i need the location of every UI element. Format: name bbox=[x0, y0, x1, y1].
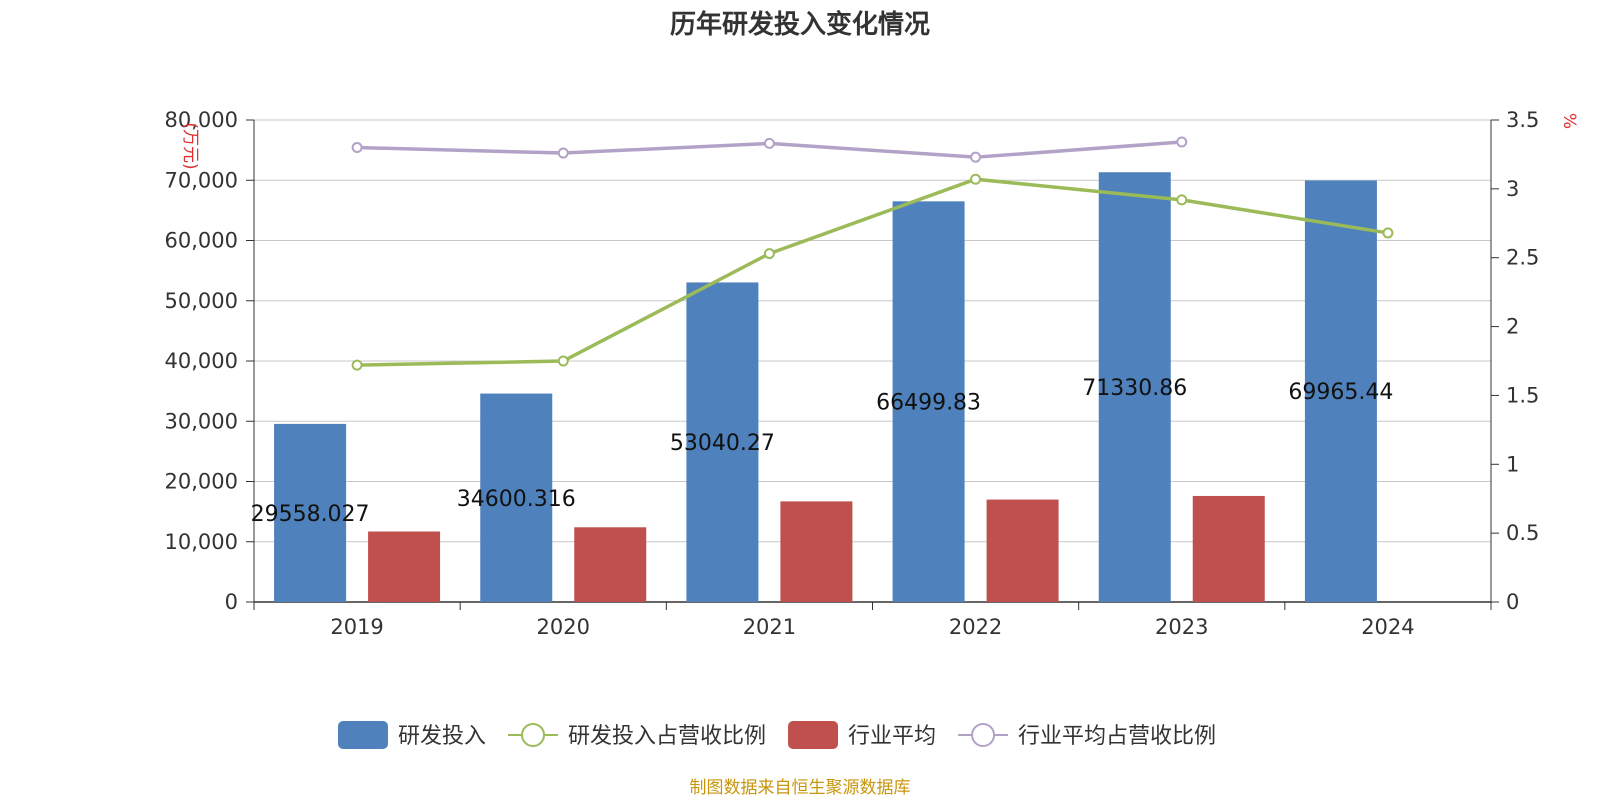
right-tick-label: 1.5 bbox=[1506, 383, 1539, 407]
left-axis-unit: (万元) bbox=[180, 122, 200, 169]
data-label: 71330.86 bbox=[1082, 376, 1187, 401]
legend-swatch bbox=[338, 721, 388, 749]
x-tick-label: 2020 bbox=[537, 615, 590, 639]
line-point bbox=[557, 355, 569, 367]
bar bbox=[574, 527, 647, 602]
bar bbox=[480, 393, 553, 602]
legend-label: 研发投入 bbox=[398, 724, 486, 749]
data-label: 69965.44 bbox=[1288, 380, 1393, 405]
line-point bbox=[1382, 227, 1394, 239]
left-tick-label: 80,000 bbox=[165, 108, 238, 132]
left-tick-label: 70,000 bbox=[165, 168, 238, 192]
left-tick-label: 10,000 bbox=[165, 530, 238, 554]
data-label: 66499.83 bbox=[876, 391, 981, 416]
bar bbox=[1304, 180, 1377, 602]
right-axis-unit: % bbox=[1559, 113, 1579, 129]
line-point bbox=[351, 359, 363, 371]
bars bbox=[274, 172, 1377, 602]
bar bbox=[686, 282, 759, 602]
right-axis-ticks: 0 0.5 1 1.5 2 2.5 3 3.5 bbox=[1490, 108, 1539, 614]
series-line bbox=[357, 177, 1389, 367]
x-tick-label: 2019 bbox=[330, 615, 383, 639]
left-tick-label: 50,000 bbox=[165, 289, 238, 313]
left-tick-label: 0 bbox=[225, 590, 238, 614]
x-tick-label: 2023 bbox=[1155, 615, 1208, 639]
data-label: 53040.27 bbox=[670, 431, 775, 456]
left-tick-label: 30,000 bbox=[165, 409, 238, 433]
line-point bbox=[1176, 136, 1188, 148]
right-tick-label: 0.5 bbox=[1506, 521, 1539, 545]
right-tick-label: 0 bbox=[1506, 590, 1519, 614]
left-tick-label: 20,000 bbox=[165, 470, 238, 494]
bar bbox=[1098, 172, 1171, 602]
x-tick-label: 2024 bbox=[1361, 615, 1414, 639]
legend-label: 行业平均占营收比例 bbox=[1018, 724, 1216, 749]
bar bbox=[1192, 495, 1265, 602]
line-point bbox=[970, 173, 982, 185]
legend-swatch bbox=[788, 721, 839, 749]
line-point bbox=[1176, 194, 1188, 206]
data-labels: 29558.027 34600.316 53040.27 66499.83 71330.… bbox=[251, 376, 1394, 527]
x-axis: 2019 2020 2021 2022 2023 2024 bbox=[253, 601, 1492, 639]
right-tick-label: 2.5 bbox=[1506, 246, 1539, 270]
legend-swatch-marker bbox=[971, 723, 996, 747]
data-label: 34600.316 bbox=[457, 487, 576, 512]
bar bbox=[780, 501, 853, 602]
x-tick-label: 2022 bbox=[949, 615, 1002, 639]
line-point bbox=[557, 147, 569, 159]
chart-title: 历年研发投入变化情况 bbox=[670, 9, 930, 40]
legend: 研发投入 研发投入占营收比例 行业平均 行业平均占营收比例 bbox=[338, 721, 1216, 749]
legend-swatch-marker bbox=[521, 723, 546, 747]
left-axis-ticks: 0 10,000 20,000 30,000 40,000 50,000 60,000 70,… bbox=[165, 108, 255, 614]
bar bbox=[986, 499, 1059, 602]
gridlines bbox=[254, 119, 1491, 543]
left-tick-label: 60,000 bbox=[165, 229, 238, 253]
x-tick-label: 2021 bbox=[743, 615, 796, 639]
line-point bbox=[763, 248, 775, 260]
bar bbox=[274, 423, 347, 602]
bar bbox=[368, 531, 441, 602]
right-tick-label: 1 bbox=[1506, 452, 1519, 476]
right-tick-label: 3.5 bbox=[1506, 108, 1539, 132]
lines bbox=[351, 136, 1394, 371]
bar bbox=[892, 201, 965, 602]
legend-label: 行业平均 bbox=[848, 724, 936, 749]
right-tick-label: 2 bbox=[1506, 315, 1519, 339]
source-note: 制图数据来自恒生聚源数据库 bbox=[690, 778, 911, 798]
data-label: 29558.027 bbox=[251, 502, 370, 527]
right-tick-label: 3 bbox=[1506, 177, 1519, 201]
line-point bbox=[970, 151, 982, 163]
line-point bbox=[351, 142, 363, 154]
line-point bbox=[763, 137, 775, 149]
legend-label: 研发投入占营收比例 bbox=[568, 724, 766, 749]
left-tick-label: 40,000 bbox=[165, 349, 238, 373]
